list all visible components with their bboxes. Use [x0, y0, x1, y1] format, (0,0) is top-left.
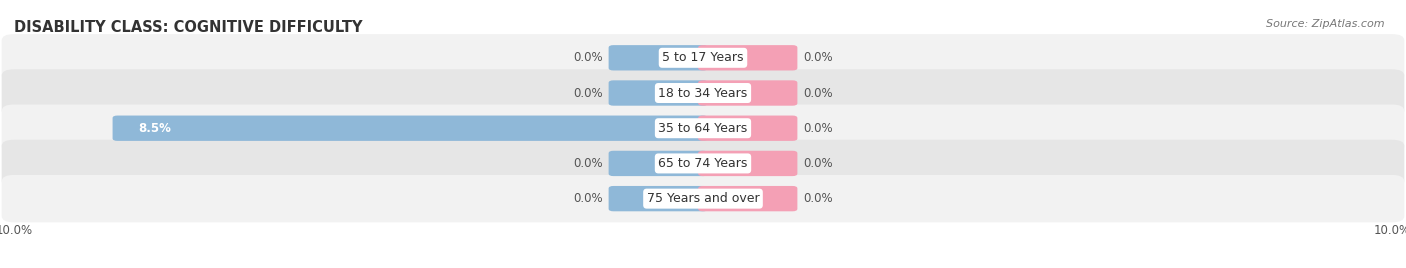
Text: 0.0%: 0.0% — [574, 157, 603, 170]
FancyBboxPatch shape — [609, 186, 707, 211]
Text: 0.0%: 0.0% — [803, 122, 832, 135]
Text: 0.0%: 0.0% — [803, 157, 832, 170]
FancyBboxPatch shape — [1, 69, 1405, 117]
Text: DISABILITY CLASS: COGNITIVE DIFFICULTY: DISABILITY CLASS: COGNITIVE DIFFICULTY — [14, 20, 363, 35]
Text: 18 to 34 Years: 18 to 34 Years — [658, 87, 748, 99]
FancyBboxPatch shape — [609, 80, 707, 106]
FancyBboxPatch shape — [609, 45, 707, 70]
FancyBboxPatch shape — [1, 105, 1405, 152]
Text: 35 to 64 Years: 35 to 64 Years — [658, 122, 748, 135]
FancyBboxPatch shape — [699, 116, 797, 141]
Text: 5 to 17 Years: 5 to 17 Years — [662, 51, 744, 64]
FancyBboxPatch shape — [699, 45, 797, 70]
FancyBboxPatch shape — [609, 151, 707, 176]
Text: Source: ZipAtlas.com: Source: ZipAtlas.com — [1267, 19, 1385, 29]
Text: 65 to 74 Years: 65 to 74 Years — [658, 157, 748, 170]
FancyBboxPatch shape — [699, 80, 797, 106]
FancyBboxPatch shape — [1, 175, 1405, 222]
FancyBboxPatch shape — [112, 116, 707, 141]
FancyBboxPatch shape — [1, 34, 1405, 81]
FancyBboxPatch shape — [1, 140, 1405, 187]
Text: 0.0%: 0.0% — [803, 192, 832, 205]
Text: 0.0%: 0.0% — [574, 51, 603, 64]
FancyBboxPatch shape — [699, 151, 797, 176]
Text: 0.0%: 0.0% — [803, 51, 832, 64]
Text: 8.5%: 8.5% — [138, 122, 172, 135]
FancyBboxPatch shape — [699, 186, 797, 211]
Text: 0.0%: 0.0% — [574, 87, 603, 99]
Text: 0.0%: 0.0% — [574, 192, 603, 205]
Text: 0.0%: 0.0% — [803, 87, 832, 99]
Text: 75 Years and over: 75 Years and over — [647, 192, 759, 205]
